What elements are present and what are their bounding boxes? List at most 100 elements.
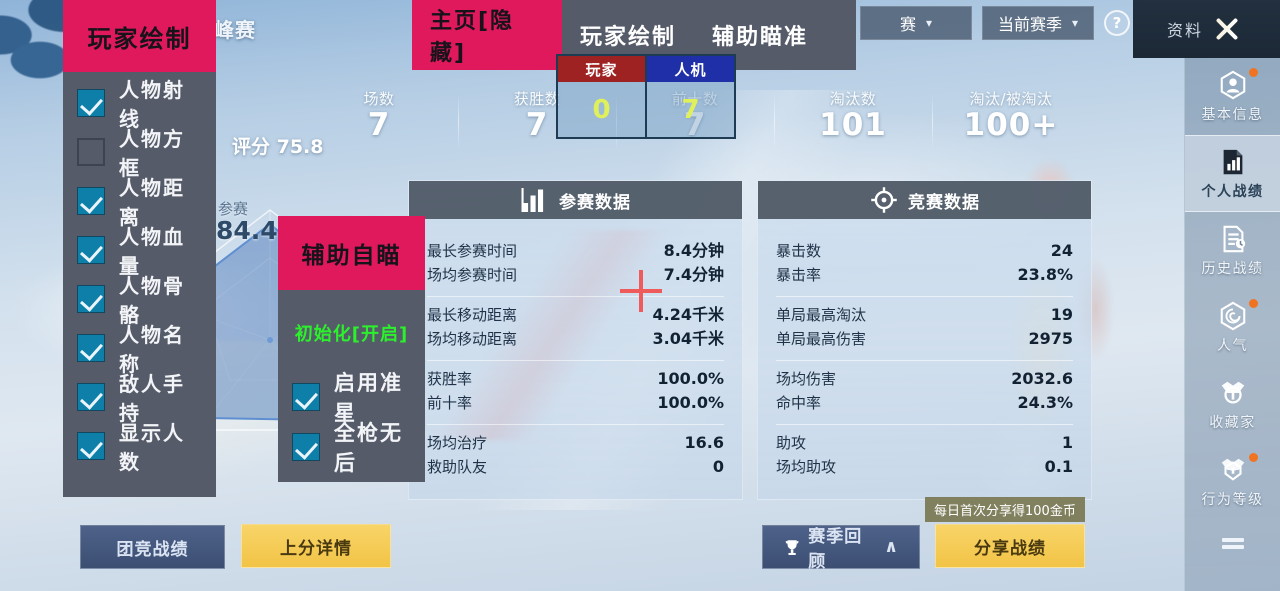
stat-value: 101 (819, 107, 887, 143)
esp-option-row[interactable]: 敌人手持 (63, 372, 216, 425)
sidebar-item-behavior-level[interactable]: 行为等级 (1185, 443, 1280, 520)
sidebar-item-label: 行为等级 (1201, 491, 1264, 508)
overlay-tab-player-esp[interactable]: 玩家绘制 (562, 0, 694, 70)
stat-row: 场均治疗 16.6 (427, 431, 724, 455)
season-filter-label: 当前赛季 (997, 15, 1062, 34)
counter-bot-header: 人机 (647, 56, 734, 82)
profile-badge-icon (1220, 70, 1245, 99)
stat-value: 2032.6 (1011, 369, 1073, 388)
stat-value: 24 (1050, 241, 1073, 260)
stat-kills: 淘汰数 101 (774, 88, 932, 160)
checkbox-checked-icon[interactable] (292, 383, 320, 411)
stat-row: 暴击率 23.8% (776, 263, 1073, 287)
checkbox-checked-icon[interactable] (77, 431, 105, 460)
checkbox-checked-icon[interactable] (77, 284, 105, 313)
panel-title: 参赛数据 (559, 192, 631, 213)
esp-option-label: 敌人手持 (119, 371, 185, 425)
stat-key: 单局最高淘汰 (776, 306, 867, 324)
esp-option-row[interactable]: 显示人数 (63, 421, 216, 474)
sidebar-more-button[interactable] (1185, 520, 1280, 566)
sidebar-item-label: 个人战绩 (1201, 183, 1264, 200)
stat-group: 场均伤害 2032.6 命中率 24.3% (776, 361, 1073, 425)
stat-row: 获胜率 100.0% (427, 367, 724, 391)
overlay-esp-panel: 玩家绘制 人物射线 人物方框 人物距离 人物血量 人物骨骼 (63, 0, 216, 497)
stat-row: 场均参赛时间 7.4分钟 (427, 263, 724, 287)
stat-group: 场均治疗 16.6 救助队友 0 (427, 425, 724, 488)
checkbox-unchecked-icon[interactable] (77, 137, 105, 166)
overlay-tab-label: 玩家绘制 (580, 25, 677, 50)
stat-value: 8.4分钟 (663, 241, 724, 260)
esp-option-label: 人物名称 (119, 322, 185, 376)
bar-chart-icon (521, 188, 544, 212)
stat-key: 场均助攻 (776, 458, 837, 476)
stat-kd: 淘汰/被淘汰 100+ (932, 88, 1090, 160)
stat-group: 助攻 1 场均助攻 0.1 (776, 425, 1073, 488)
checkbox-checked-icon[interactable] (77, 382, 105, 411)
rank-details-button[interactable]: 上分详情 (241, 524, 391, 568)
chevron-down-icon: ▾ (1071, 16, 1079, 30)
stat-group: 获胜率 100.0% 前十率 100.0% (427, 361, 724, 425)
overlay-tab-label: 辅助瞄准 (712, 25, 809, 50)
checkbox-checked-icon[interactable] (77, 333, 105, 362)
esp-option-row[interactable]: 人物血量 (63, 225, 216, 278)
sidebar-item-personal-record[interactable]: 个人战绩 (1185, 135, 1280, 212)
stat-value: 100+ (963, 107, 1059, 143)
esp-option-label: 人物血量 (119, 224, 185, 278)
stat-row: 单局最高淘汰 19 (776, 303, 1073, 327)
stats-document-icon (1223, 149, 1242, 174)
competition-data-panel: 竞赛数据 暴击数 24 暴击率 23.8% 单局最高淘汰 19 单局最高 (757, 180, 1092, 500)
overlay-home-tab[interactable]: 主页[隐藏] (412, 0, 562, 70)
esp-option-row[interactable]: 人物方框 (63, 127, 216, 180)
counter-player-header: 玩家 (558, 56, 645, 82)
notification-badge-icon (1249, 68, 1258, 77)
mode-filter-label: 赛 (899, 15, 916, 34)
share-record-button[interactable]: 分享战绩 (935, 524, 1085, 568)
esp-option-row[interactable]: 人物名称 (63, 323, 216, 376)
stat-wins: 获胜数 7 (458, 88, 616, 160)
checkbox-checked-icon[interactable] (292, 433, 320, 461)
stat-key: 暴击率 (776, 266, 822, 284)
stat-value: 16.6 (684, 433, 724, 452)
stat-key: 救助队友 (427, 458, 488, 476)
stat-label: 获胜数 (513, 90, 561, 108)
panel-title: 竞赛数据 (908, 192, 980, 213)
overlay-home-label: 主页[隐藏] (430, 9, 515, 66)
aim-option-row[interactable]: 启用准星 (278, 371, 425, 425)
checkbox-checked-icon[interactable] (77, 88, 105, 117)
overlay-tab-aim-assist[interactable]: 辅助瞄准 (694, 0, 826, 70)
help-icon[interactable]: ? (1104, 10, 1130, 36)
summary-stats-row: 场数 7 获胜数 7 前十数 7 淘汰数 101 淘汰/被淘汰 100+ (300, 88, 1090, 160)
sidebar-item-popularity[interactable]: 人气 (1185, 289, 1280, 366)
rank-details-label: 上分详情 (280, 538, 352, 559)
esp-option-label: 人物方框 (119, 126, 185, 180)
radar-axis-value: 84.4 (216, 216, 278, 245)
stat-row: 场均助攻 0.1 (776, 455, 1073, 479)
sidebar-item-history[interactable]: 历史战绩 (1185, 212, 1280, 289)
aim-option-row[interactable]: 全枪无后 (278, 421, 425, 475)
sidebar-item-basic-info[interactable]: 基本信息 (1185, 58, 1280, 135)
overlay-aim-body: 初始化[开启] 启用准星 全枪无后 (278, 290, 425, 482)
stat-row: 前十率 100.0% (427, 391, 724, 415)
mode-filter-dropdown[interactable]: 赛 ▾ (860, 6, 972, 40)
team-record-button[interactable]: 团竞战绩 (80, 525, 225, 569)
season-filter-dropdown[interactable]: 当前赛季 ▾ (982, 6, 1094, 40)
trophy-icon (785, 539, 799, 555)
checkbox-checked-icon[interactable] (77, 186, 105, 215)
stat-key: 助攻 (776, 434, 807, 452)
close-icon[interactable] (1207, 9, 1247, 49)
esp-option-label: 人物距离 (119, 175, 185, 229)
stat-value: 24.3% (1017, 393, 1073, 412)
stat-row: 命中率 24.3% (776, 391, 1073, 415)
checkbox-checked-icon[interactable] (77, 235, 105, 264)
chevron-up-icon: ∧ (884, 537, 899, 557)
esp-option-row[interactable]: 人物骨骼 (63, 274, 216, 327)
stat-value: 0.1 (1044, 457, 1073, 476)
stat-value: 4.24千米 (652, 305, 724, 324)
stat-matches: 场数 7 (300, 88, 458, 160)
season-review-button[interactable]: 赛季回顾 ∧ (762, 525, 920, 572)
sidebar-item-collector[interactable]: 收藏家 (1185, 366, 1280, 443)
esp-option-row[interactable]: 人物距离 (63, 176, 216, 229)
stat-row: 单局最高伤害 2975 (776, 327, 1073, 351)
esp-option-row[interactable]: 人物射线 (63, 78, 216, 131)
panel-header: 参赛数据 (409, 181, 742, 219)
